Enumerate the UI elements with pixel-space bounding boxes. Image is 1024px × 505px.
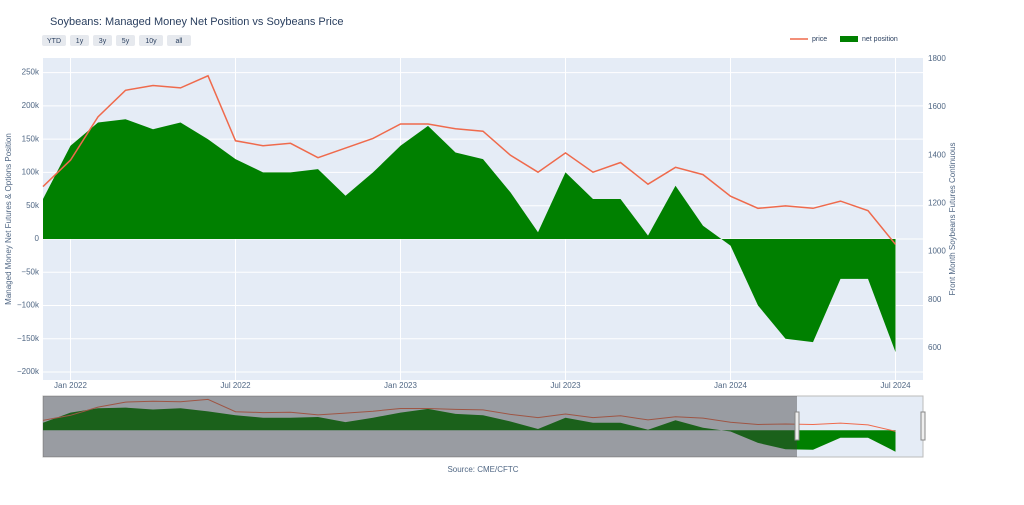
range-button-bg[interactable]: [167, 35, 191, 46]
y-tick-label: −200k: [17, 367, 40, 376]
chart-title: Soybeans: Managed Money Net Position vs …: [50, 16, 344, 28]
source: Source: CME/CFTC: [447, 465, 518, 474]
y-tick-label: 0: [35, 234, 40, 243]
mini-area: [43, 407, 896, 452]
range-button-label[interactable]: 10y: [145, 38, 157, 45]
range-button[interactable]: YTD: [42, 35, 66, 46]
y2-tick-label: 1800: [928, 54, 946, 63]
y2-tick-label: 1600: [928, 102, 946, 111]
legend-label: net position: [862, 36, 898, 43]
range-button[interactable]: 5y: [116, 35, 135, 46]
legend-swatch: [840, 36, 858, 42]
x-tick-label: Jan 2022: [54, 381, 87, 390]
y-tick-label: 100k: [22, 168, 40, 177]
y2-tick-label: 1200: [928, 199, 946, 208]
range-button-label[interactable]: 5y: [122, 38, 130, 45]
y-tick-label: −50k: [21, 267, 40, 276]
y2-axis-title: Front Month Soybeans Futures Continuous: [948, 143, 957, 296]
mini-line: [42, 398, 896, 432]
range-slider-handle[interactable]: [794, 411, 800, 441]
y-axis-title: Managed Money Net Futures & Options Posi…: [4, 133, 13, 305]
y-tick-label: −150k: [17, 334, 40, 343]
y-tick-label: 50k: [26, 201, 40, 210]
x-tick-label: Jul 2024: [880, 381, 911, 390]
y2-tick-label: 1000: [928, 247, 946, 256]
y2-tick-label: 600: [928, 343, 942, 352]
range-slider-mask: [43, 396, 797, 457]
y-tick-label: −100k: [17, 301, 40, 310]
range-button[interactable]: 3y: [93, 35, 112, 46]
y-tick-label: 200k: [22, 101, 40, 110]
range-button[interactable]: all: [167, 35, 191, 46]
range-button[interactable]: 1y: [70, 35, 89, 46]
range-button-label[interactable]: 1y: [76, 38, 84, 45]
x-tick-label: Jan 2024: [714, 381, 747, 390]
range-button-bg[interactable]: [42, 35, 66, 46]
legend-label: price: [812, 36, 827, 43]
range-button-bg[interactable]: [116, 35, 135, 46]
y-tick-label: 250k: [22, 68, 40, 77]
area: [43, 119, 896, 353]
line: [42, 74, 897, 245]
range-button[interactable]: 10y: [139, 35, 163, 46]
range-button-label[interactable]: 3y: [99, 38, 107, 45]
range-slider-handle[interactable]: [920, 411, 926, 441]
y2-tick-label: 1400: [928, 150, 946, 159]
y-tick-label: 150k: [22, 134, 40, 143]
range-button-bg[interactable]: [93, 35, 112, 46]
x-tick-label: Jul 2022: [220, 381, 251, 390]
x-tick-label: Jul 2023: [550, 381, 581, 390]
range-button-bg[interactable]: [139, 35, 163, 46]
range-button-bg[interactable]: [70, 35, 89, 46]
range-button-label[interactable]: YTD: [47, 38, 61, 45]
range-button-label[interactable]: all: [175, 38, 182, 45]
y2-tick-label: 800: [928, 295, 942, 304]
x-tick-label: Jan 2023: [384, 381, 417, 390]
